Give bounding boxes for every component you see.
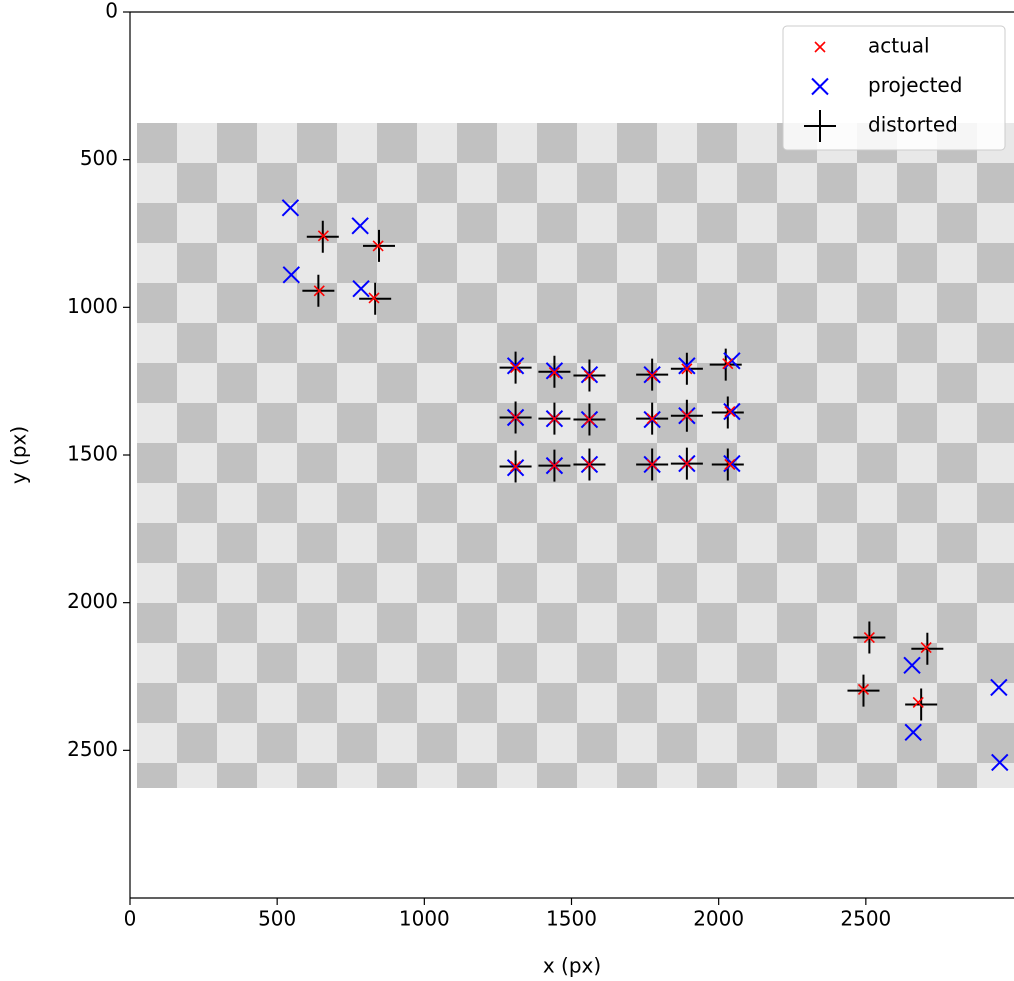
point (506, 458, 525, 477)
point (583, 413, 596, 426)
point (313, 285, 325, 297)
x-tick-label: 500 (258, 907, 296, 931)
point (282, 266, 301, 284)
point (351, 217, 369, 235)
legend-label: projected (868, 73, 962, 97)
x-tick-label: 1500 (546, 907, 597, 931)
point (681, 410, 693, 422)
y-tick-label: 0 (105, 0, 118, 23)
point (583, 458, 596, 471)
y-tick-label: 1000 (67, 294, 118, 318)
point (548, 413, 560, 425)
point (711, 396, 744, 429)
point (903, 656, 921, 674)
point (646, 369, 658, 382)
point (583, 369, 596, 382)
y-tick-label: 1500 (67, 442, 118, 466)
point (352, 280, 370, 298)
point (646, 458, 658, 471)
point (724, 406, 736, 418)
point (857, 683, 870, 696)
point (912, 696, 924, 709)
point (548, 367, 560, 379)
point (711, 448, 744, 481)
y-axis-label: y (px) (7, 426, 31, 484)
y-tick-label: 500 (80, 146, 118, 170)
x-tick-label: 1000 (399, 907, 450, 931)
legend-box (782, 25, 1006, 151)
y-tick-label: 2500 (67, 737, 118, 761)
point (506, 357, 525, 375)
point (368, 292, 380, 304)
point (681, 363, 693, 375)
point (724, 458, 736, 471)
plot-area (281, 199, 1009, 772)
point (281, 199, 300, 217)
x-axis-label: x (px) (543, 954, 601, 978)
point (991, 753, 1009, 772)
point (510, 411, 522, 424)
point (920, 641, 932, 654)
legend-marker (814, 41, 826, 53)
point (722, 358, 734, 370)
legend-label: actual (868, 34, 930, 58)
point (646, 413, 658, 425)
point (723, 454, 741, 473)
legend-label: distorted (868, 113, 958, 137)
x-tick-label: 2000 (693, 907, 744, 931)
point (317, 230, 329, 242)
point (723, 402, 741, 421)
background-image (137, 123, 1014, 788)
point (678, 357, 696, 375)
point (548, 460, 560, 472)
point (990, 678, 1008, 697)
point (372, 240, 384, 252)
x-tick-label: 2500 (840, 907, 891, 931)
point (723, 352, 741, 370)
x-tick-label: 0 (124, 907, 137, 931)
legend-marker (804, 110, 836, 142)
point (847, 674, 880, 707)
point (510, 362, 522, 374)
point (863, 631, 875, 644)
point (904, 723, 922, 742)
point (510, 460, 522, 473)
y-tick-label: 2000 (67, 589, 118, 613)
legend-marker (811, 77, 829, 96)
point (545, 362, 564, 380)
point (681, 457, 693, 470)
